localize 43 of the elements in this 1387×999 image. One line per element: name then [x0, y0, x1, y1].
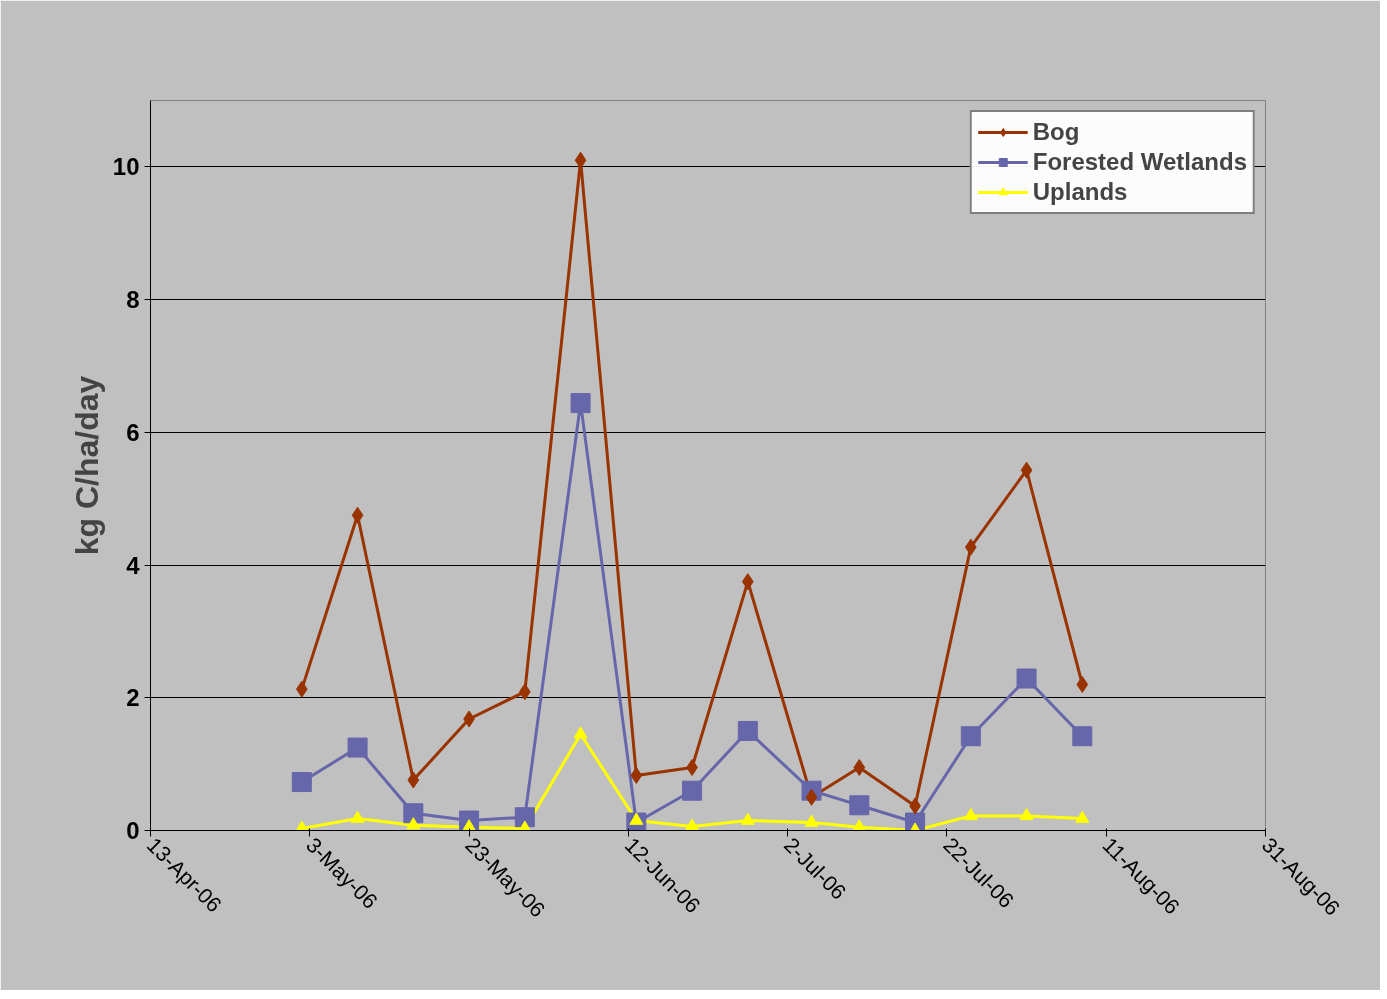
- y-tick-label: 8: [126, 286, 140, 314]
- point: [291, 772, 312, 793]
- point: [737, 720, 758, 741]
- y-tick-label: 6: [126, 418, 140, 446]
- point: [350, 810, 365, 823]
- point: [1020, 461, 1033, 479]
- point: [295, 680, 308, 698]
- point: [1072, 726, 1093, 747]
- point: [351, 506, 364, 524]
- legend-label: Uplands: [1032, 178, 1128, 206]
- point: [347, 737, 368, 758]
- point: [852, 819, 867, 831]
- point: [964, 538, 977, 556]
- point: [574, 151, 587, 169]
- point: [1019, 807, 1034, 821]
- point: [853, 758, 866, 776]
- point: [407, 771, 420, 789]
- y-tick-label: 2: [126, 684, 140, 712]
- y-tick-label: 10: [112, 153, 140, 181]
- point: [805, 788, 818, 806]
- point: [685, 818, 700, 831]
- point: [960, 726, 981, 747]
- point: [682, 780, 703, 801]
- point: [570, 393, 591, 414]
- point: [1075, 810, 1090, 823]
- point: [514, 807, 535, 828]
- y-tick-label: 0: [126, 817, 140, 844]
- point: [573, 726, 588, 739]
- point: [1016, 668, 1037, 689]
- point: [518, 683, 531, 701]
- point: [406, 817, 421, 830]
- point: [1076, 676, 1089, 693]
- y-axis-title: kg C/ha/day: [68, 375, 105, 556]
- point: [804, 814, 819, 827]
- point: [630, 766, 643, 784]
- legend-label: Bog: [1032, 118, 1080, 146]
- legend-label: Forested Wetlands: [1032, 148, 1247, 176]
- y-tick-label: 4: [126, 551, 141, 579]
- point: [963, 807, 978, 821]
- point: [849, 795, 870, 816]
- point: [741, 573, 754, 591]
- point: [740, 812, 755, 825]
- point: [403, 803, 424, 824]
